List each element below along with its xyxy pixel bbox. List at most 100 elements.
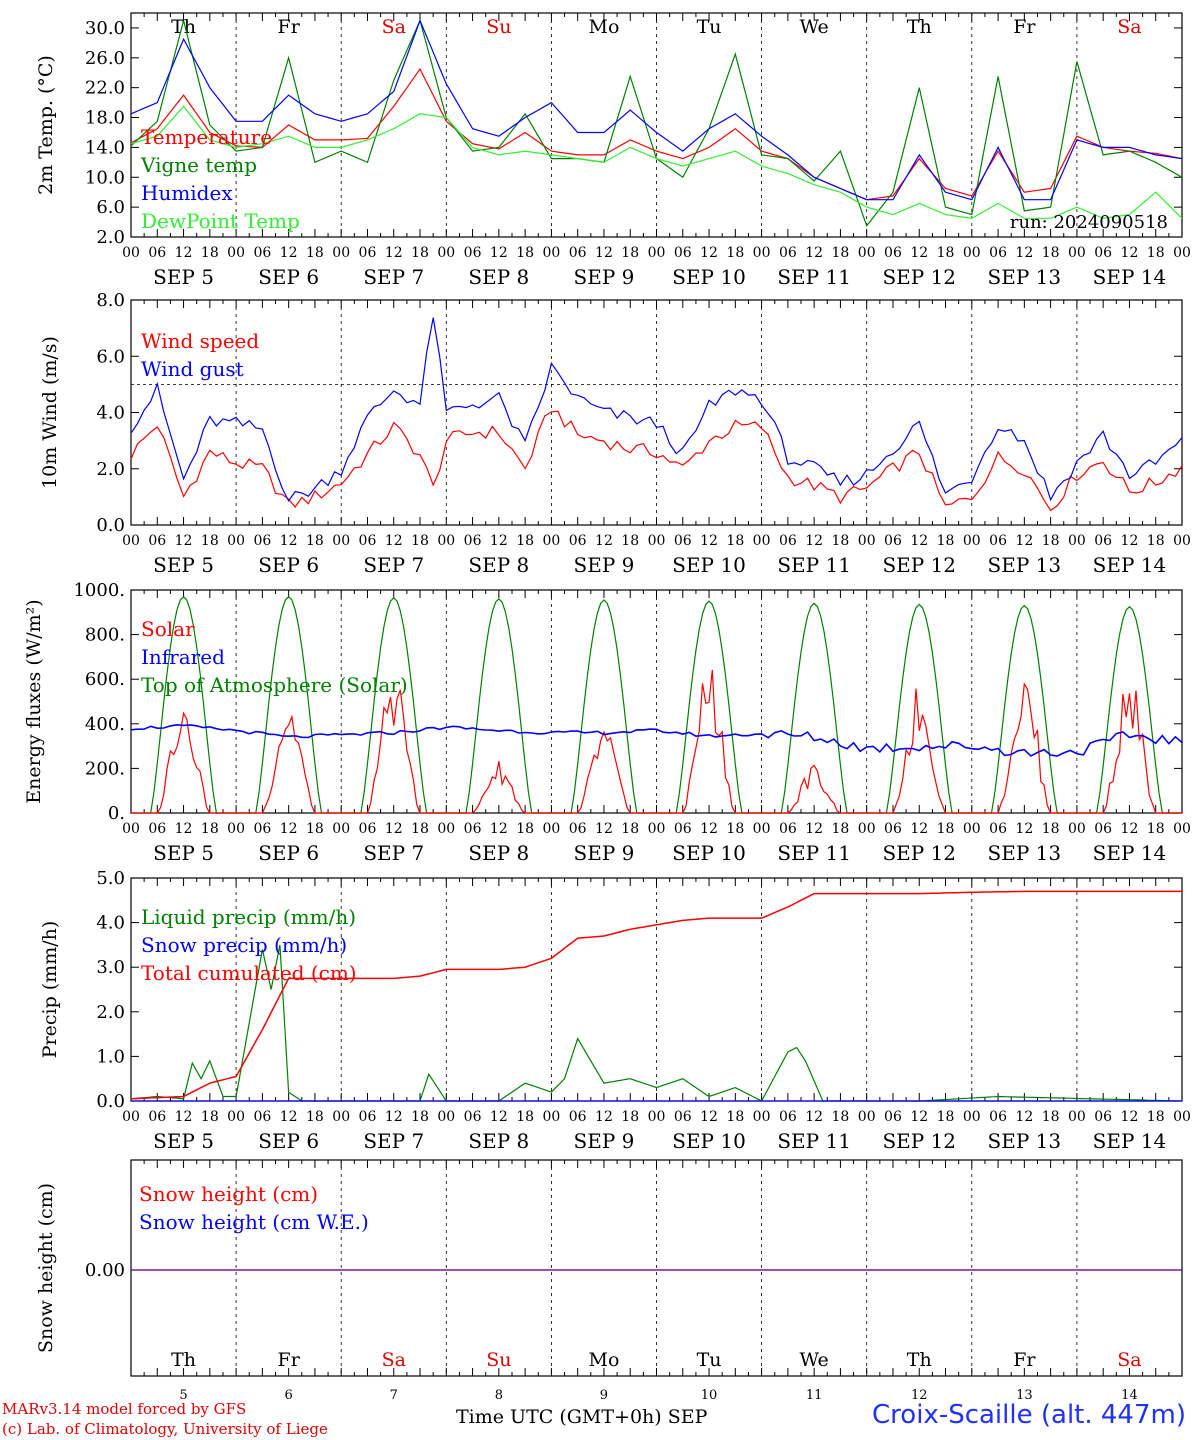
panel-3-ytick-label: 2.0	[96, 1002, 125, 1023]
panel-2-hour-label: 00	[227, 821, 245, 837]
day-number-label: 8	[495, 1388, 503, 1403]
panel-2-hour-label: 18	[832, 821, 850, 837]
panel-1-date-label: SEP 12	[882, 553, 956, 577]
panel-0-hour-label: 18	[1147, 245, 1165, 261]
panel-2-date-label: SEP 6	[258, 841, 319, 865]
panel-2-date-label: SEP 7	[363, 841, 424, 865]
panel-0-weekday: We	[800, 16, 829, 38]
panel-3-hour-label: 12	[1121, 1109, 1139, 1125]
flux-series-infrared	[130, 723, 1183, 757]
xaxis-month: SEP	[667, 1406, 708, 1428]
panel-3-hour-label: 00	[753, 1109, 771, 1125]
panel-1-hour-label: 00	[1068, 533, 1086, 549]
panel-0-ytick-label: 30.0	[85, 18, 125, 39]
panel-1-hour-label: 18	[937, 533, 955, 549]
panel-3-hour-label: 18	[411, 1109, 429, 1125]
panel-2-hour-label: 06	[884, 821, 902, 837]
panel-3-ytick-label: 1.0	[96, 1046, 125, 1067]
panel-3-date-label: SEP 6	[258, 1129, 319, 1153]
panel-3-hour-label: 18	[516, 1109, 534, 1125]
panel-0-legend-1: Vigne temp	[140, 153, 257, 177]
panel-4-weekday: Tu	[697, 1349, 722, 1371]
panel-0-hour-label: 06	[569, 245, 587, 261]
panel-2-hour-label: 00	[753, 821, 771, 837]
panel-4-weekday: We	[800, 1349, 829, 1371]
panel-2-ytick-label: 800.	[85, 625, 125, 646]
panel-3-legend-2: Total cumulated (cm)	[141, 961, 357, 985]
panel-0-weekday: Mo	[588, 16, 619, 38]
panel-1-hour-label: 06	[779, 533, 797, 549]
day-number-label: 5	[179, 1388, 187, 1403]
xaxis-title: Time UTC (GMT+0h)	[456, 1406, 662, 1428]
panel-0-date-label: SEP 5	[153, 265, 214, 289]
panel-1-hour-label: 06	[253, 533, 271, 549]
panel-2-ytick-label: 600.	[85, 669, 125, 690]
panel-3-date-label: SEP 12	[882, 1129, 956, 1153]
panel-3-date-label: SEP 9	[574, 1129, 635, 1153]
panel-3-hour-label: 06	[989, 1109, 1007, 1125]
panel-2-hour-label: 00	[542, 821, 560, 837]
panel-3-hour-label: 00	[858, 1109, 876, 1125]
panel-3-hour-label: 12	[805, 1109, 823, 1125]
run-label: run: 2024090518	[1010, 212, 1168, 233]
panel-1-hour-label: 18	[201, 533, 219, 549]
panel-2-hour-label: 12	[805, 821, 823, 837]
panel-1-ylabel: 10m Wind (m/s)	[39, 336, 61, 489]
panel-1-hour-label: 00	[858, 533, 876, 549]
panel-0-hour-label: 00	[122, 245, 140, 261]
wind-series-1	[130, 317, 1183, 503]
panel-3-hour-label: 00	[648, 1109, 666, 1125]
panel-4-weekday: Fr	[278, 1349, 301, 1371]
panel-4-legend-0: Snow height (cm)	[139, 1182, 318, 1206]
panel-0-hour-label: 12	[910, 245, 928, 261]
panel-1-hour-label: 12	[595, 533, 613, 549]
panel-2-hour-label: 12	[1121, 821, 1139, 837]
panel-2-hour-label: 06	[1094, 821, 1112, 837]
panel-1-hour-label: 12	[385, 533, 403, 549]
panel-2-hour-label: 06	[779, 821, 797, 837]
day-number-label: 7	[390, 1388, 398, 1403]
panel-2-ytick-label: 1000.	[73, 580, 125, 601]
panel-2-legend-0: Solar	[141, 617, 195, 641]
panel-2-hour-label: 06	[148, 821, 166, 837]
panel-0-hour-label: 18	[621, 245, 639, 261]
panel-0-hour-label: 12	[280, 245, 298, 261]
panel-2-hour-label: 12	[385, 821, 403, 837]
panel-3-date-label: SEP 14	[1093, 1129, 1167, 1153]
day-number-label: 9	[600, 1388, 608, 1403]
panel-2-date-label: SEP 12	[882, 841, 956, 865]
panel-3-hour-label: 12	[385, 1109, 403, 1125]
panel-0-hour-label: 06	[359, 245, 377, 261]
panel-1-hour-label: 18	[832, 533, 850, 549]
panel-0-weekday: Sa	[382, 16, 406, 38]
panel-3-hour-label: 06	[253, 1109, 271, 1125]
panel-1-hour-label: 00	[753, 533, 771, 549]
panel-0-hour-label: 18	[516, 245, 534, 261]
panel-0-legend-3: DewPoint Temp	[141, 209, 300, 233]
panel-3-ytick-label: 5.0	[96, 868, 125, 889]
panel-1-hour-label: 18	[1147, 533, 1165, 549]
panel-3-date-label: SEP 7	[363, 1129, 424, 1153]
panel-1-ytick-label: 0.0	[96, 515, 125, 536]
panel-2-hour-label: 12	[700, 821, 718, 837]
panel-2-hour-label: 18	[306, 821, 324, 837]
panel-1-date-label: SEP 5	[153, 553, 214, 577]
panel-1-hour-label: 00	[963, 533, 981, 549]
panel-0-date-label: SEP 6	[258, 265, 319, 289]
panel-1-legend-0: Wind speed	[141, 329, 259, 353]
temp-series-2	[130, 18, 1183, 201]
panel-4-weekday: Sa	[1117, 1349, 1141, 1371]
panel-1-hour-label: 12	[805, 533, 823, 549]
panel-0-ytick-label: 18.0	[85, 108, 125, 129]
panel-4-weekday: Th	[907, 1349, 932, 1371]
panel-2-hour-label: 06	[253, 821, 271, 837]
panel-2-hour-label: 18	[516, 821, 534, 837]
panel-3-hour-label: 06	[779, 1109, 797, 1125]
panel-0-hour-label: 06	[884, 245, 902, 261]
panel-0-hour-label: 18	[201, 245, 219, 261]
panel-1-hour-label: 18	[411, 533, 429, 549]
panel-2-date-label: SEP 5	[153, 841, 214, 865]
panel-3-hour-label: 12	[1015, 1109, 1033, 1125]
panel-0-hour-label: 06	[253, 245, 271, 261]
